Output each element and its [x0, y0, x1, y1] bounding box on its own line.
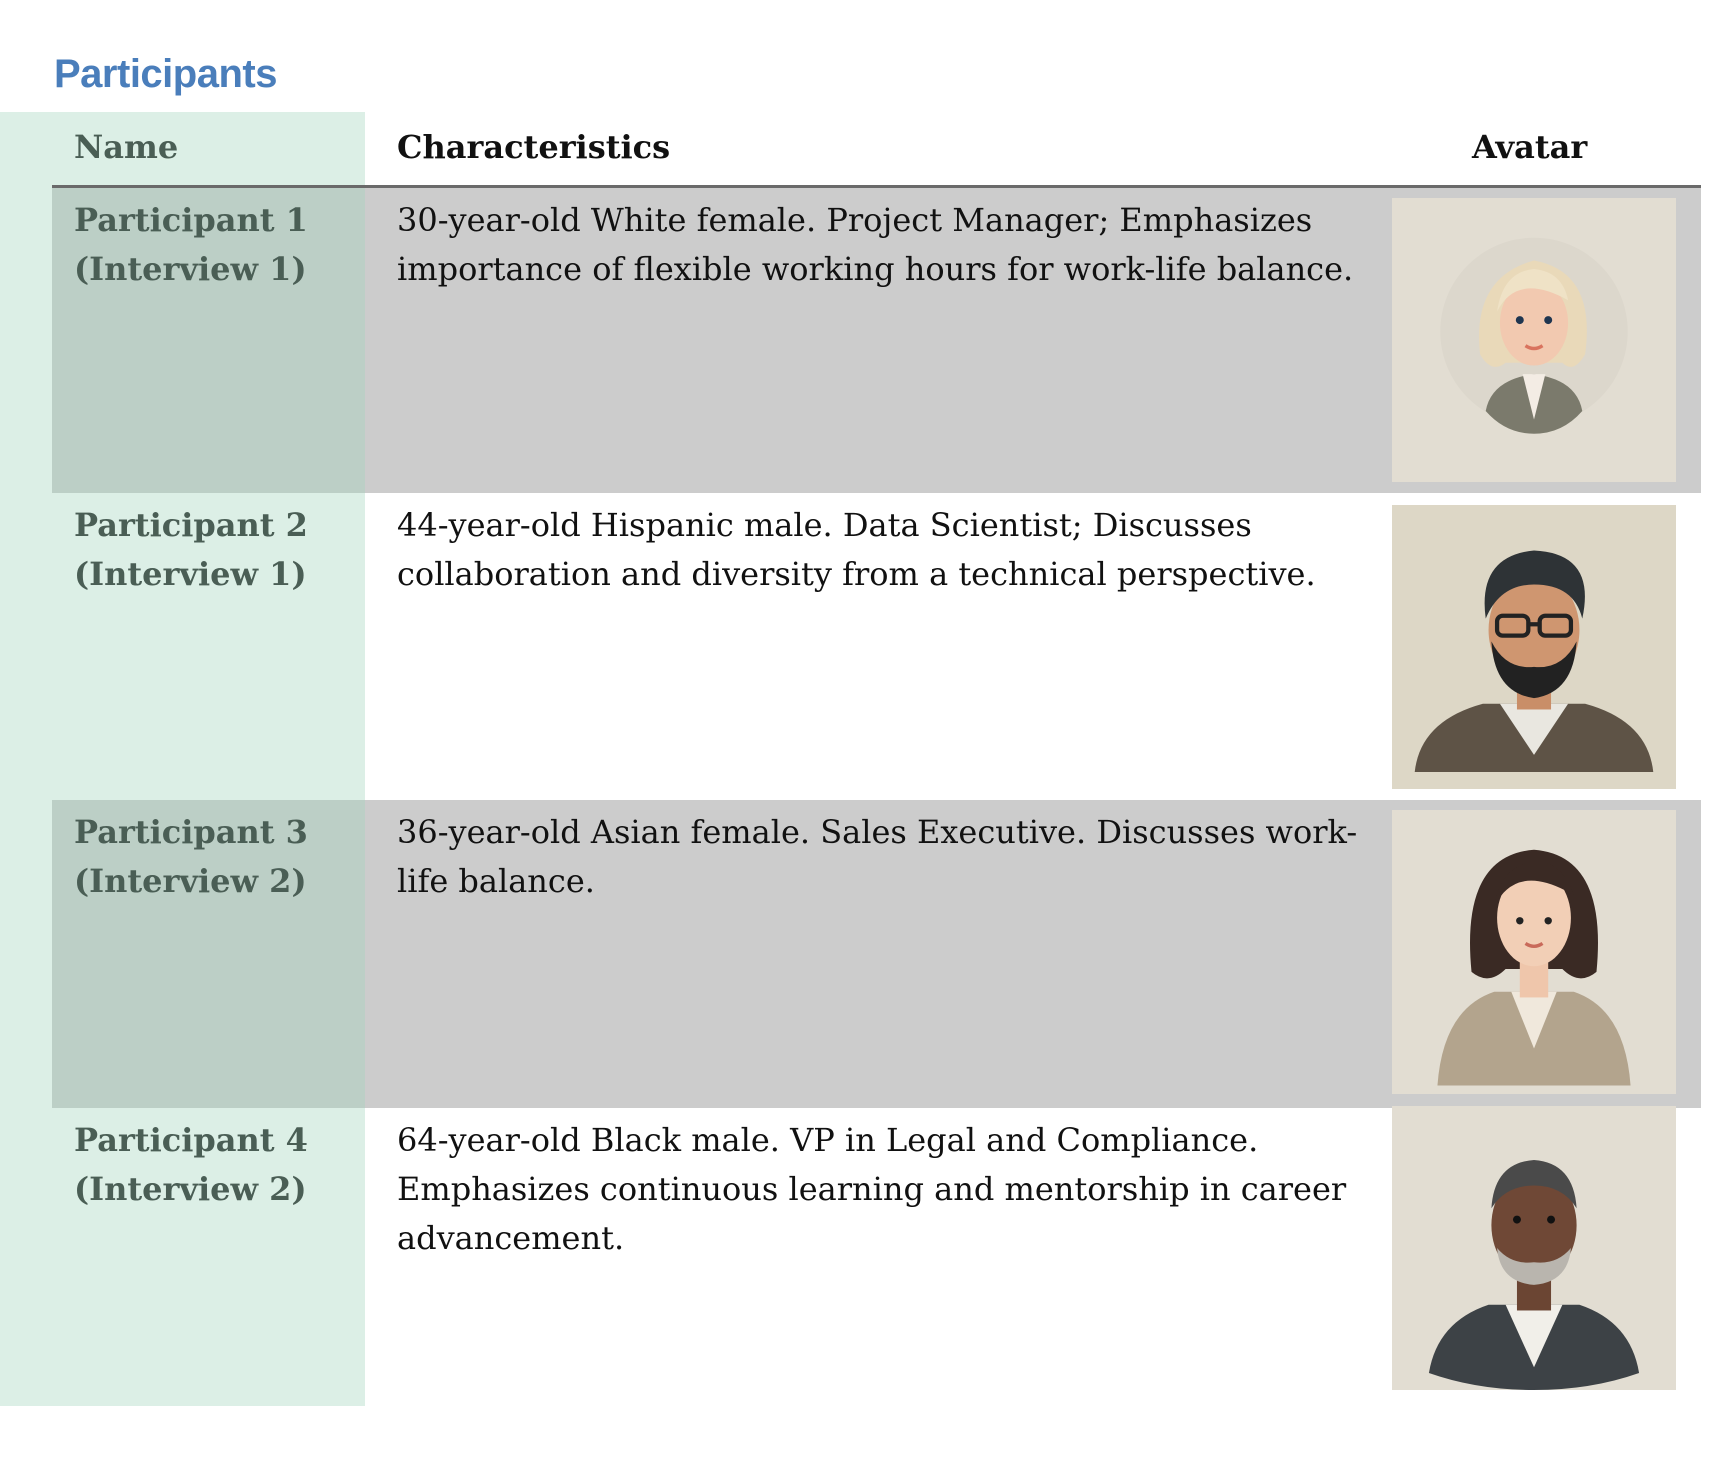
characteristics-cell: 64-year-old Black male. VP in Legal and … — [397, 1121, 1347, 1257]
header-avatar: Avatar — [1472, 128, 1588, 166]
dark-haired-woman-avatar — [1392, 810, 1676, 1094]
participants-table: Name Characteristics Avatar Participant … — [52, 112, 1701, 1405]
header-name: Name — [74, 128, 179, 166]
blonde-woman-avatar — [1392, 198, 1676, 482]
participant-name: Participant 2 — [74, 506, 308, 544]
bearded-man-glasses-avatar — [1392, 505, 1676, 789]
interview-label: (Interview 1) — [74, 250, 307, 288]
older-man-avatar — [1392, 1106, 1676, 1390]
name-cell: Participant 3 (Interview 2) — [52, 800, 365, 1108]
section-title: Participants — [54, 52, 277, 96]
interview-label: (Interview 2) — [74, 1170, 307, 1208]
name-cell: Participant 4 (Interview 2) — [52, 1108, 365, 1405]
table-row: Participant 1 (Interview 1) 30-year-old W… — [52, 188, 1701, 493]
name-cell: Participant 1 (Interview 1) — [52, 188, 365, 493]
table-header: Name Characteristics Avatar — [52, 112, 1701, 188]
participant-name: Participant 1 — [74, 201, 308, 239]
table-row: Participant 4 (Interview 2) 64-year-old B… — [52, 1106, 1701, 1405]
name-cell: Participant 2 (Interview 1) — [52, 493, 365, 800]
participant-name: Participant 4 — [74, 1121, 308, 1159]
participant-name: Participant 3 — [74, 813, 308, 851]
table-row: Participant 3 (Interview 2) 36-year-old A… — [52, 800, 1701, 1108]
characteristics-cell: 30-year-old White female. Project Manage… — [397, 201, 1354, 288]
interview-label: (Interview 2) — [74, 862, 307, 900]
characteristics-cell: 36-year-old Asian female. Sales Executiv… — [397, 813, 1358, 900]
interview-label: (Interview 1) — [74, 555, 307, 593]
table-row: Participant 2 (Interview 1) 44-year-old H… — [52, 493, 1701, 800]
header-characteristics: Characteristics — [397, 128, 671, 166]
characteristics-cell: 44-year-old Hispanic male. Data Scientis… — [397, 506, 1316, 593]
